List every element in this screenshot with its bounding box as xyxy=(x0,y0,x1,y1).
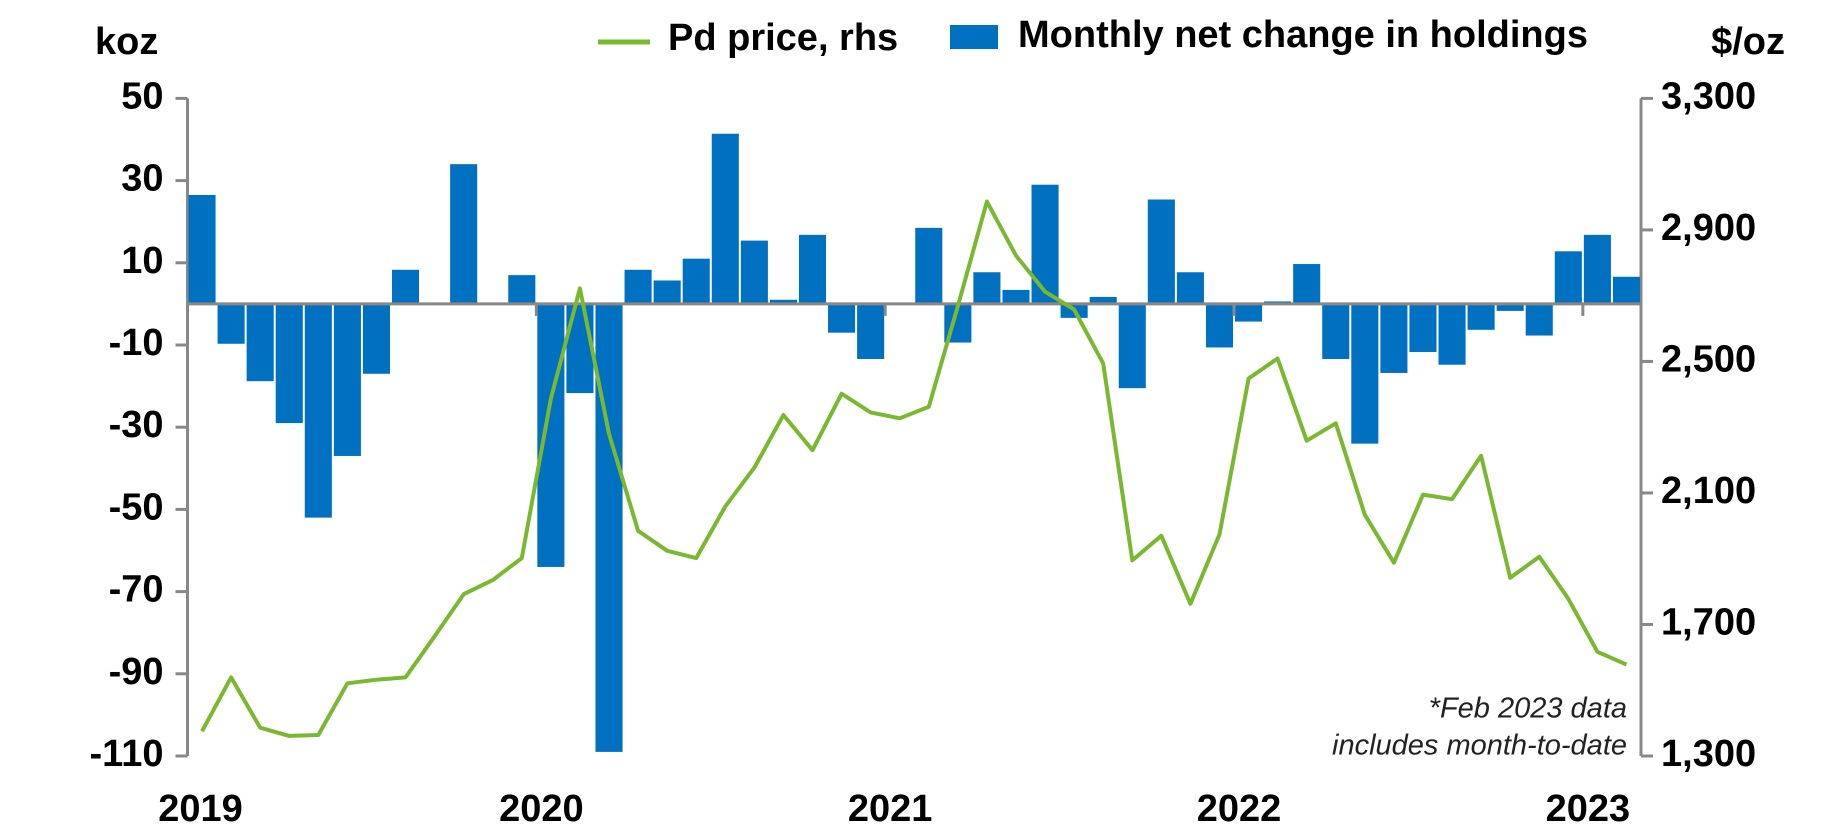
y-tick-label: -110 xyxy=(90,733,164,775)
legend-label: Pd price, rhs xyxy=(668,17,898,59)
bar xyxy=(740,240,768,304)
bar xyxy=(1089,296,1117,304)
bar xyxy=(1612,276,1640,304)
x-tick-label: 2019 xyxy=(158,788,243,826)
bar xyxy=(653,280,681,304)
bar xyxy=(915,227,943,304)
y-tick-label: 30 xyxy=(121,158,163,200)
bar xyxy=(973,272,1001,304)
bar xyxy=(508,275,536,304)
bar xyxy=(1409,303,1437,352)
bar xyxy=(828,303,856,333)
x-tick-label: 2022 xyxy=(1197,788,1282,826)
bar xyxy=(1380,303,1408,373)
y-tick-label: -30 xyxy=(109,404,164,446)
bar xyxy=(1496,303,1524,311)
bar xyxy=(333,303,361,456)
bar xyxy=(857,303,885,359)
y2-tick-label: 1,300 xyxy=(1661,733,1756,775)
y2-tick-label: 2,900 xyxy=(1661,207,1756,249)
y-tick-label: -90 xyxy=(109,651,164,693)
bar xyxy=(1031,184,1059,304)
bar xyxy=(1322,303,1350,359)
y-axis-label: koz xyxy=(95,21,158,63)
y-tick-label: -70 xyxy=(109,569,164,611)
annotation: *Feb 2023 data xyxy=(1429,693,1627,725)
y2-tick-label: 2,500 xyxy=(1661,338,1756,380)
bar xyxy=(711,133,739,304)
bar xyxy=(275,303,303,424)
bar xyxy=(1554,251,1582,304)
bar xyxy=(1002,289,1030,304)
legend-label: Monthly net change in holdings xyxy=(1018,14,1588,56)
bar xyxy=(450,164,478,304)
bar xyxy=(798,234,827,304)
y-tick-label: 10 xyxy=(121,240,163,282)
bar xyxy=(1293,264,1321,304)
bar xyxy=(1176,272,1204,304)
bar xyxy=(1583,234,1611,304)
y-tick-label: 50 xyxy=(121,75,163,117)
annotation: includes month-to-date xyxy=(1332,730,1627,762)
bar xyxy=(1235,303,1263,322)
bar xyxy=(1205,303,1234,348)
price-line xyxy=(200,199,1628,738)
y2-tick-label: 1,700 xyxy=(1661,602,1756,644)
x-tick-label: 2021 xyxy=(848,788,933,826)
bar xyxy=(217,303,245,344)
bar xyxy=(188,194,216,304)
y2-tick-label: 3,300 xyxy=(1661,75,1756,117)
bar xyxy=(1147,199,1175,304)
y-tick-label: -10 xyxy=(109,322,164,364)
bar xyxy=(304,303,332,518)
y2-tick-label: 2,100 xyxy=(1661,470,1756,512)
bar xyxy=(537,303,565,567)
bar xyxy=(1467,303,1495,330)
bar xyxy=(1351,303,1379,444)
bar xyxy=(1118,303,1146,389)
bar xyxy=(1525,303,1553,336)
x-tick-label: 2023 xyxy=(1546,788,1631,826)
bar xyxy=(1438,303,1466,365)
legend-swatch xyxy=(950,25,998,49)
bar xyxy=(362,303,390,374)
bar xyxy=(682,258,710,304)
bar xyxy=(624,269,652,304)
y2-axis-label: $/oz xyxy=(1711,21,1785,63)
bar xyxy=(246,303,274,382)
x-tick-label: 2020 xyxy=(499,788,584,826)
bar xyxy=(391,269,420,304)
y-tick-label: -50 xyxy=(109,486,164,528)
bar xyxy=(595,303,623,752)
bar xyxy=(769,299,797,304)
